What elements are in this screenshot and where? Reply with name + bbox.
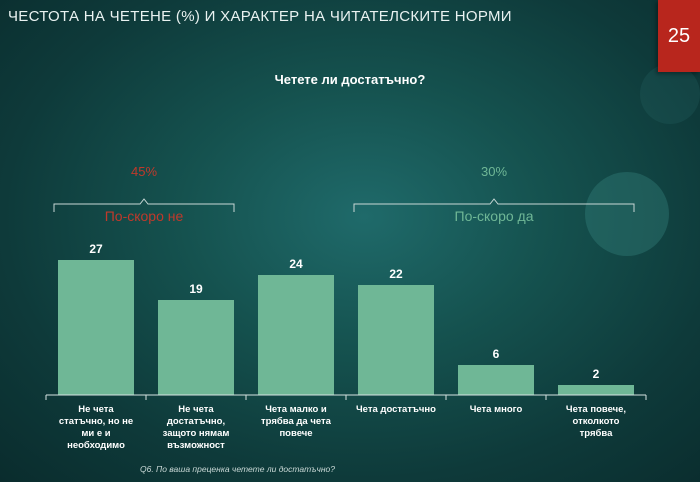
- group-label: По-скоро не: [105, 208, 184, 224]
- group-label: По-скоро да: [455, 208, 534, 224]
- data-label: 27: [89, 242, 103, 256]
- decorative-circle: [640, 64, 700, 124]
- bar: [458, 365, 534, 395]
- category-label: Чета достатъчно: [356, 404, 436, 415]
- bar: [558, 385, 634, 395]
- bar: [158, 300, 234, 395]
- data-label: 19: [189, 282, 203, 296]
- category-label: Не чета статъчно, но не ми е и необходимо: [59, 404, 133, 451]
- group-percent: 30%: [481, 164, 507, 179]
- bar: [358, 285, 434, 395]
- category-label: Чета много: [470, 404, 523, 415]
- decorative-circle: [585, 172, 669, 256]
- group-percent: 45%: [131, 164, 157, 179]
- category-label: Чета малко и трябва да чета повече: [261, 404, 332, 439]
- chart-title: Четете ли достатъчно?: [274, 72, 426, 87]
- bar: [58, 260, 134, 395]
- data-label: 6: [493, 347, 500, 361]
- data-label: 24: [289, 257, 303, 271]
- page-title: ЧЕСТОТА НА ЧЕТЕНЕ (%) И ХАРАКТЕР НА ЧИТА…: [8, 8, 512, 25]
- bar: [258, 275, 334, 395]
- data-label: 22: [389, 267, 403, 281]
- group-bracket: [353, 198, 635, 212]
- survey-footnote: Q6. По ваша преценка четете ли достатъчн…: [140, 464, 336, 474]
- group-bracket: [53, 198, 235, 212]
- page-number-badge: 25: [658, 0, 700, 72]
- category-label: Чета повече, отколкото трябва: [566, 404, 626, 439]
- data-label: 2: [593, 367, 600, 381]
- category-label: Не чета достатъчно, защото нямам възможност: [163, 404, 230, 451]
